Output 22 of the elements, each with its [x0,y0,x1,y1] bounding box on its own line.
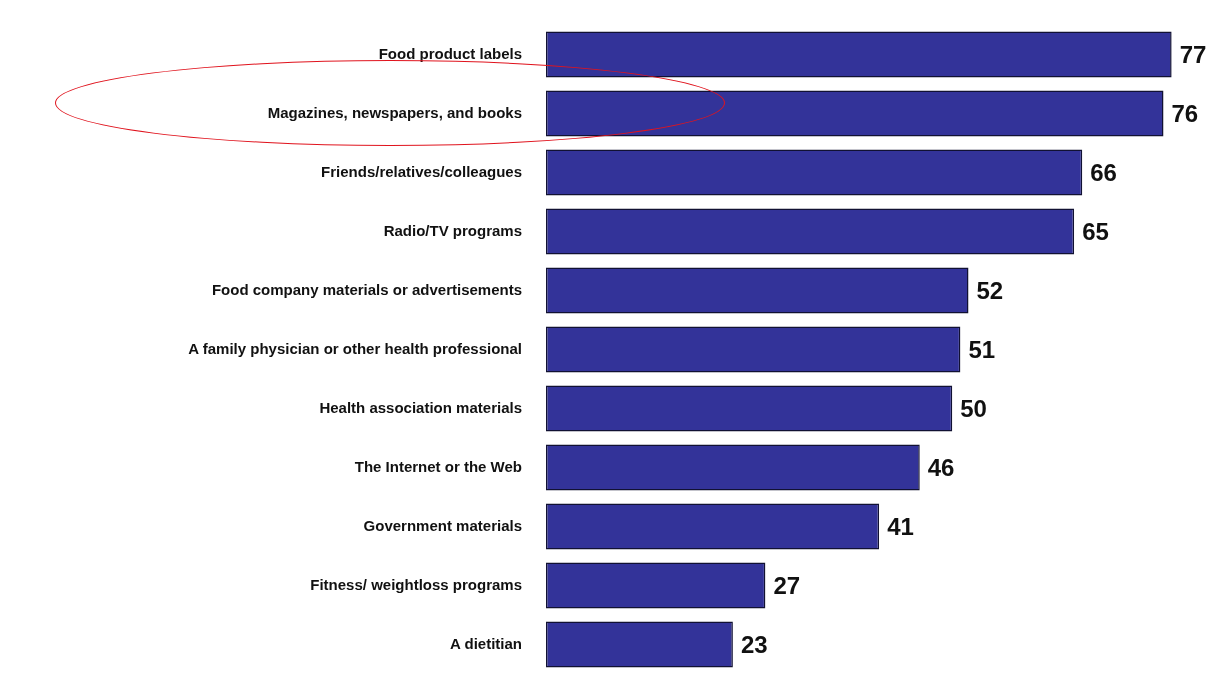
y-tick-label: Friends/relatives/colleagues [321,162,522,180]
data-label: 27 [773,572,801,600]
data-label: 52 [976,277,1004,305]
y-tick-label: The Internet or the Web [354,457,522,475]
y-tick-label: Radio/TV programs [383,221,522,239]
data-label: 51 [968,336,996,364]
y-tick-label: Government materials [363,516,522,534]
data-label: 66 [1090,159,1117,187]
y-tick-label: Food product labels [378,44,522,62]
y-tick-label: A dietitian [450,634,522,652]
data-label: 41 [887,513,914,541]
y-tick-label: Health association materials [319,398,522,416]
data-label: 77 [1179,41,1207,69]
y-tick-label: Magazines, newspapers, and books [267,103,522,121]
data-label: 76 [1171,100,1199,128]
data-label: 46 [927,454,955,482]
data-label: 23 [740,631,768,659]
data-label: 50 [960,395,987,423]
data-label: 65 [1082,218,1109,246]
y-tick-label: Food company materials or advertisements [211,280,522,298]
y-tick-label: A family physician or other health professional [188,339,522,357]
y-tick-label: Fitness/ weightloss programs [310,575,522,593]
